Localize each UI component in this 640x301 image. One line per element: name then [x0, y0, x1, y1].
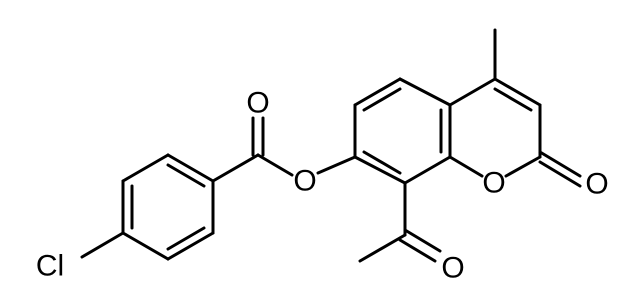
atom-labels: Cl O O O O O [36, 87, 609, 285]
atom-label: O [585, 168, 608, 201]
atom-label: O [246, 87, 269, 120]
atom-label: O [293, 165, 316, 198]
bonds [80, 28, 582, 263]
atom-label: O [441, 252, 464, 285]
atom-label: Cl [36, 250, 64, 283]
atom-label: O [482, 167, 505, 200]
